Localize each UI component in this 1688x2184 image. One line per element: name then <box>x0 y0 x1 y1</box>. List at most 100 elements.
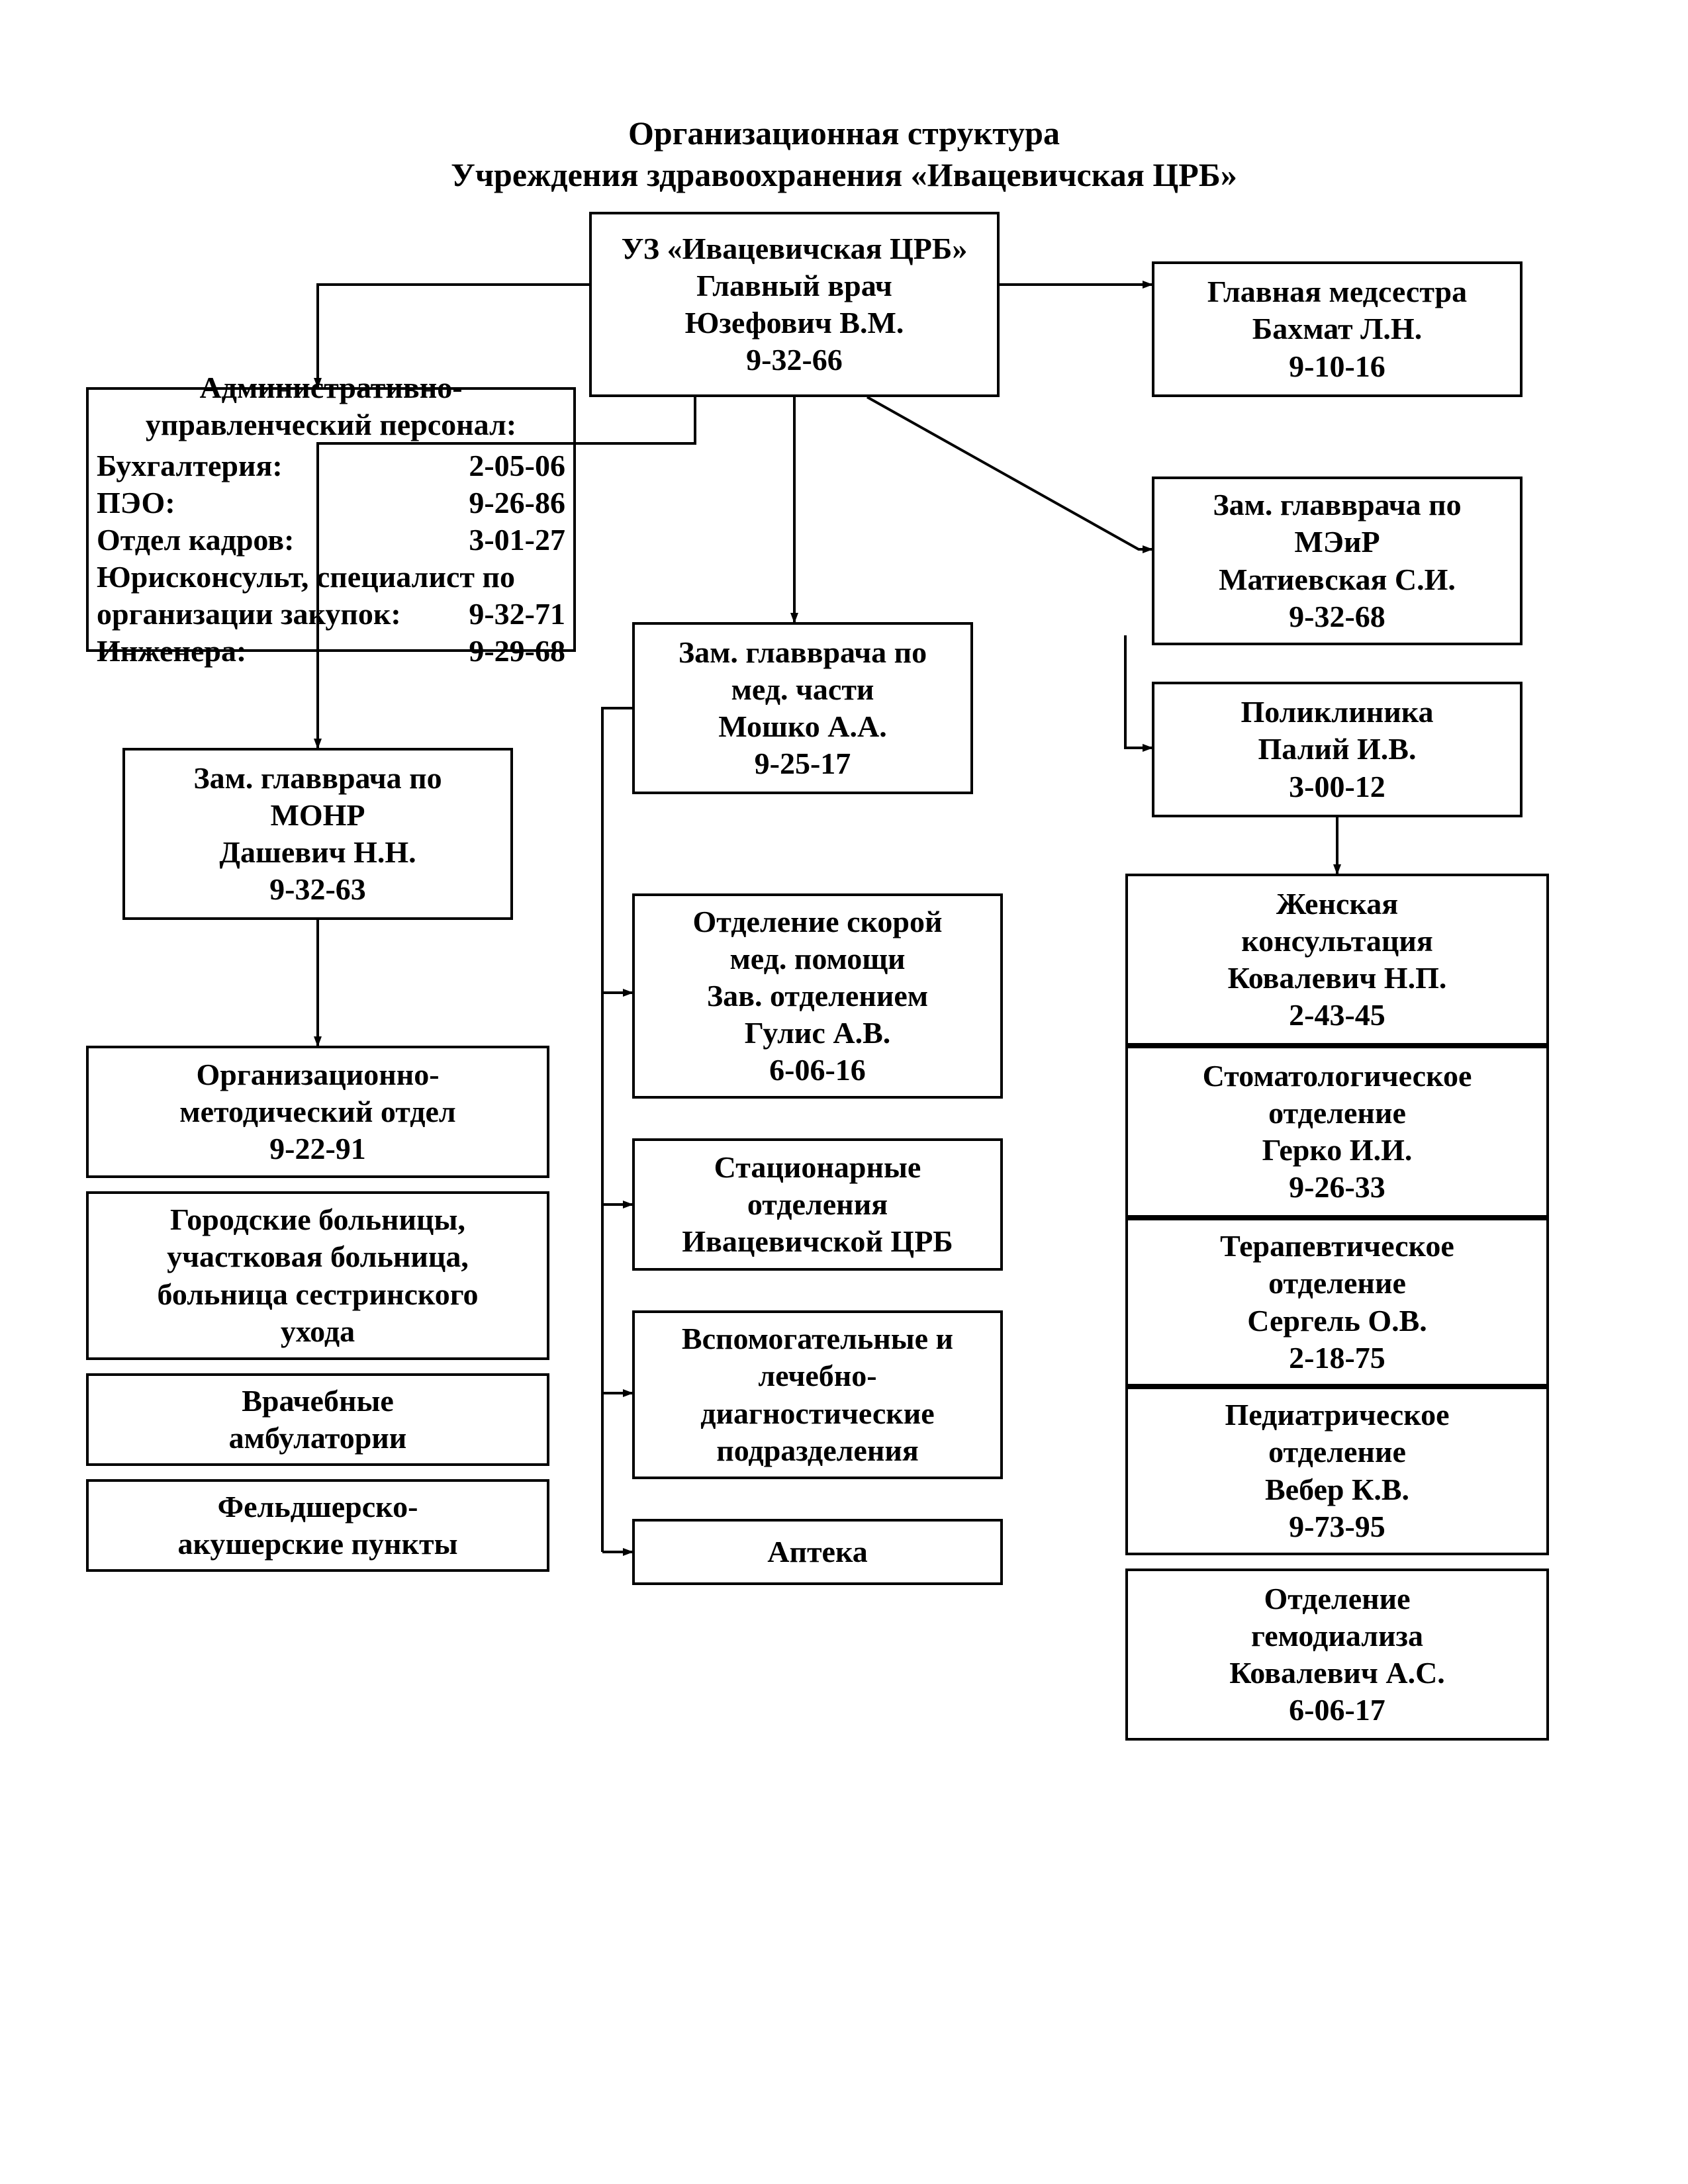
box-hemo-line: Отделение <box>1264 1580 1410 1617</box>
box-ambulance: Отделение скороймед. помощиЗав. отделени… <box>632 893 1003 1099</box>
box-method-line: Организационно- <box>196 1056 439 1093</box>
box-fap: Фельдшерско-акушерские пункты <box>86 1479 549 1572</box>
box-hemo: ОтделениегемодиализаКовалевич А.С.6-06-1… <box>1125 1569 1549 1741</box>
box-root-line: Юзефович В.М. <box>685 304 904 341</box>
box-cityhosp: Городские больницы,участковая больница,б… <box>86 1191 549 1360</box>
box-women: ЖенскаяконсультацияКовалевич Н.П.2-43-45 <box>1125 874 1549 1046</box>
box-cityhosp-line: больница сестринского <box>157 1276 478 1313</box>
box-admin-row: Инженера: 9-29-68 <box>97 633 565 670</box>
box-clinic-line: 3-00-12 <box>1289 768 1385 805</box>
box-meir: Зам. главврача поМЭиРМатиевская С.И.9-32… <box>1152 477 1523 645</box>
box-women-line: консультация <box>1241 923 1433 960</box>
box-cityhosp-line: ухода <box>281 1313 355 1350</box>
box-med-line: 9-25-17 <box>755 745 851 782</box>
box-ambulance-line: Зав. отделением <box>707 978 928 1015</box>
box-therapy-line: Сергель О.В. <box>1247 1302 1427 1340</box>
box-monr-line: 9-32-63 <box>269 871 366 908</box>
box-monr-line: Зам. главврача по <box>193 760 442 797</box>
row-value: 9-26-86 <box>469 484 565 522</box>
row-value: 2-05-06 <box>469 447 565 484</box>
box-fap-line: Фельдшерско- <box>218 1488 418 1525</box>
box-nurse-line: Главная медсестра <box>1207 273 1467 310</box>
box-hemo-line: 6-06-17 <box>1289 1692 1385 1729</box>
box-dental: СтоматологическоеотделениеГерко И.И.9-26… <box>1125 1046 1549 1218</box>
box-auxdiag-line: Вспомогательные и <box>682 1320 953 1357</box>
box-pediatric-line: Педиатрическое <box>1225 1396 1449 1433</box>
box-meir-line: 9-32-68 <box>1289 598 1385 635</box>
box-inpatient-line: отделения <box>747 1186 888 1223</box>
box-dental-line: Стоматологическое <box>1203 1058 1472 1095</box>
box-auxdiag: Вспомогательные илечебно-диагностические… <box>632 1310 1003 1479</box>
row-label: ПЭО: <box>97 484 175 522</box>
box-admin: Административно- управленческий персонал… <box>86 387 576 652</box>
box-hemo-line: гемодиализа <box>1251 1617 1423 1655</box>
box-ambulance-line: Отделение скорой <box>692 903 942 940</box>
box-dental-line: 9-26-33 <box>1289 1169 1385 1206</box>
box-admin-row: Отдел кадров: 3-01-27 <box>97 522 565 559</box>
box-clinic: ПоликлиникаПалий И.В.3-00-12 <box>1152 682 1523 817</box>
box-women-line: Ковалевич Н.П. <box>1228 960 1447 997</box>
box-inpatient-line: Стационарные <box>714 1149 921 1186</box>
box-amb-line: амбулатории <box>229 1420 407 1457</box>
box-method-line: 9-22-91 <box>269 1130 366 1167</box>
box-meir-line: Матиевская С.И. <box>1219 561 1456 598</box>
box-root-line: Главный врач <box>696 267 892 304</box>
box-inpatient-line: Ивацевичской ЦРБ <box>682 1223 953 1260</box>
org-chart-canvas: Организационная структура Учреждения здр… <box>0 0 1688 2184</box>
row-label: Инженера: <box>97 633 246 670</box>
box-monr-line: Дашевич Н.Н. <box>219 834 416 871</box>
box-root-line: 9-32-66 <box>746 341 843 379</box>
box-meir-line: Зам. главврача по <box>1213 486 1461 523</box>
box-pediatric-line: Вебер К.В. <box>1265 1471 1409 1508</box>
box-monr: Зам. главврача поМОНРДашевич Н.Н.9-32-63 <box>122 748 513 920</box>
box-pharmacy-line: Аптека <box>767 1533 868 1570</box>
edge <box>602 708 632 821</box>
box-admin-row: ПЭО: 9-26-86 <box>97 484 565 522</box>
box-hemo-line: Ковалевич А.С. <box>1229 1655 1445 1692</box>
row-value: 3-01-27 <box>469 522 565 559</box>
box-therapy-line: 2-18-75 <box>1289 1340 1385 1377</box>
box-root-line: УЗ «Ивацевичская ЦРБ» <box>622 230 968 267</box>
box-method: Организационно-методический отдел9-22-91 <box>86 1046 549 1178</box>
box-therapy-line: отделение <box>1268 1265 1406 1302</box>
box-pediatric-line: отделение <box>1268 1433 1406 1471</box>
row-value: 9-32-71 <box>469 596 565 633</box>
box-nurse-line: 9-10-16 <box>1289 348 1385 385</box>
box-pediatric-line: 9-73-95 <box>1289 1508 1385 1545</box>
box-amb-line: Врачебные <box>242 1383 394 1420</box>
edge <box>867 397 1152 549</box>
row-value: 9-29-68 <box>469 633 565 670</box>
box-fap-line: акушерские пункты <box>177 1525 457 1563</box>
box-auxdiag-line: лечебно- <box>758 1357 876 1394</box>
box-cityhosp-line: участковая больница, <box>167 1238 469 1275</box>
box-amb: Врачебныеамбулатории <box>86 1373 549 1466</box>
box-med: Зам. главврача помед. частиМошко А.А.9-2… <box>632 622 973 794</box>
box-med-line: Мошко А.А. <box>718 708 886 745</box>
box-ambulance-line: Гулис А.В. <box>745 1015 891 1052</box>
row-label: организации закупок: <box>97 596 401 633</box>
box-therapy-line: Терапевтическое <box>1220 1228 1454 1265</box>
box-admin-title: Административно- управленческий персонал… <box>146 369 516 443</box>
box-pediatric: ПедиатрическоеотделениеВебер К.В.9-73-95 <box>1125 1387 1549 1555</box>
box-meir-line: МЭиР <box>1294 523 1380 561</box>
box-auxdiag-line: диагностические <box>700 1395 934 1432</box>
box-ambulance-line: 6-06-16 <box>769 1052 866 1089</box>
box-nurse-line: Бахмат Л.Н. <box>1252 310 1422 347</box>
box-clinic-line: Поликлиника <box>1241 694 1433 731</box>
row-label: Отдел кадров: <box>97 522 294 559</box>
box-method-line: методический отдел <box>179 1093 455 1130</box>
chart-title: Организационная структура Учреждения здр… <box>182 113 1506 195</box>
box-women-line: Женская <box>1276 886 1398 923</box>
box-root: УЗ «Ивацевичская ЦРБ»Главный врачЮзефови… <box>589 212 1000 397</box>
box-admin-row: Бухгалтерия:2-05-06 <box>97 447 565 484</box>
box-dental-line: Герко И.И. <box>1262 1132 1413 1169</box>
box-admin-row: организации закупок: 9-32-71 <box>97 596 565 633</box>
box-therapy: ТерапевтическоеотделениеСергель О.В.2-18… <box>1125 1218 1549 1387</box>
box-ambulance-line: мед. помощи <box>729 940 905 978</box>
edge <box>1125 635 1152 748</box>
box-admin-row: Юрисконсульт, специалист по <box>97 559 565 596</box>
box-nurse: Главная медсестраБахмат Л.Н.9-10-16 <box>1152 261 1523 397</box>
box-med-line: Зам. главврача по <box>679 634 927 671</box>
box-clinic-line: Палий И.В. <box>1258 731 1417 768</box>
box-monr-line: МОНР <box>270 797 365 834</box>
